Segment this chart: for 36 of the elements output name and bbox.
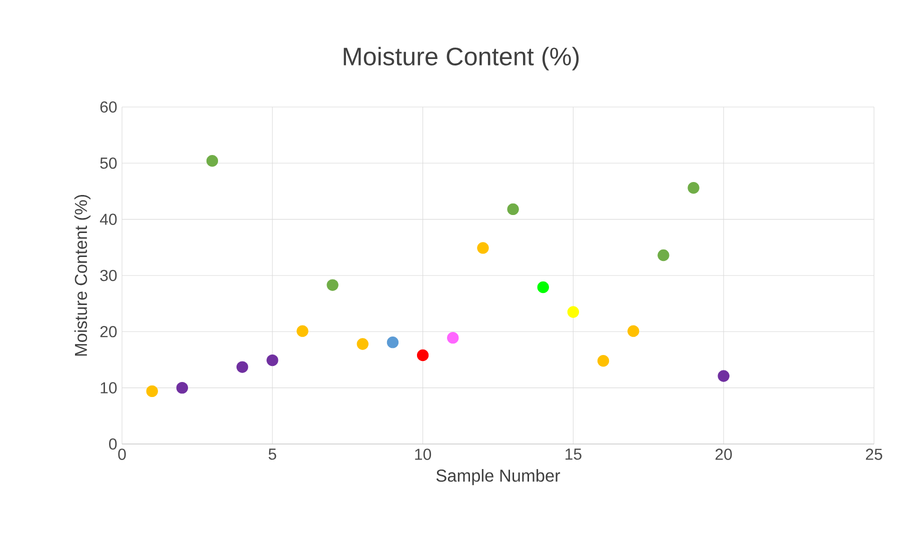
point — [507, 203, 519, 216]
x-tick-label: 10 — [415, 448, 432, 460]
point — [688, 182, 700, 194]
x-tick-label: 0 — [118, 448, 126, 460]
x-axis-title: Sample Number — [436, 469, 560, 486]
x-tick-label: 20 — [716, 448, 732, 460]
y-tick-label: 50 — [100, 158, 117, 169]
point — [236, 361, 248, 373]
y-tick-label: 40 — [100, 214, 117, 225]
chart-title: Moisture Content (%) — [344, 46, 579, 70]
point — [356, 338, 368, 350]
point — [597, 355, 610, 367]
x-tick-label: 5 — [268, 448, 276, 460]
x-tick-label: 25 — [866, 448, 882, 460]
x-tick-label: 15 — [566, 448, 582, 460]
point — [718, 370, 730, 382]
point — [146, 385, 158, 398]
y-tick-label: 0 — [109, 438, 117, 450]
point — [537, 281, 549, 294]
point — [206, 155, 218, 167]
point — [447, 332, 459, 344]
point — [477, 242, 489, 254]
y-tick-label: 60 — [100, 101, 117, 113]
point — [628, 325, 640, 337]
point — [567, 306, 580, 318]
point — [326, 279, 338, 291]
point — [266, 354, 278, 366]
point — [416, 349, 429, 362]
y-tick-label: 10 — [100, 382, 117, 394]
point — [386, 336, 399, 348]
y-tick-label: 30 — [100, 270, 117, 282]
y-tick-label: 20 — [100, 326, 117, 338]
point — [176, 382, 188, 394]
point — [658, 249, 670, 262]
point — [296, 325, 308, 337]
y-axis-title: Moisture Content (%) — [74, 195, 90, 356]
